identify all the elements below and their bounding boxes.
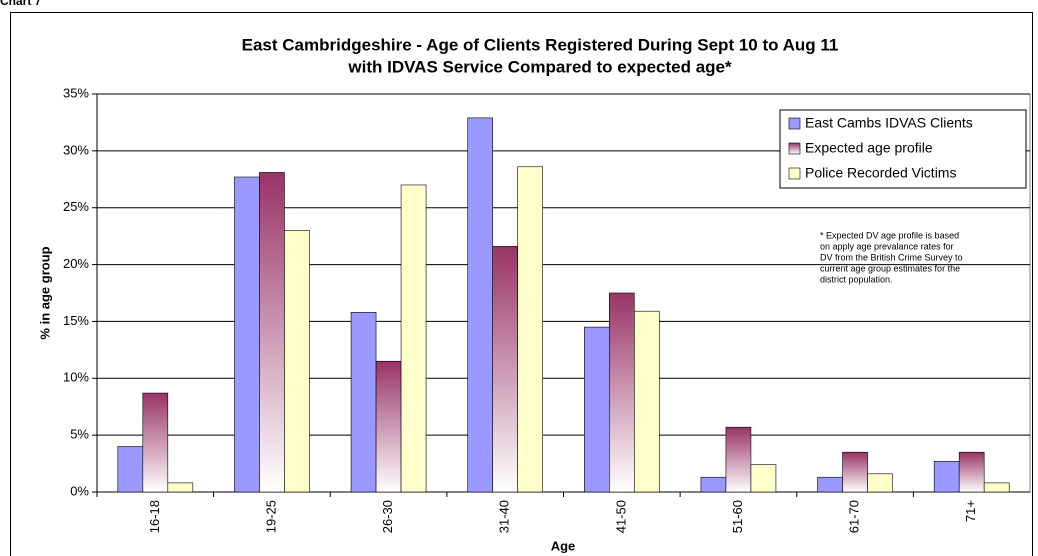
legend-swatch [788, 142, 801, 155]
bar [867, 473, 893, 493]
legend-label: Expected age profile [805, 140, 933, 156]
x-tick-label: 19-25 [263, 500, 278, 533]
bar [517, 166, 543, 493]
y-tick-label: 0% [70, 483, 89, 498]
x-tick-label: 31-40 [497, 500, 512, 533]
legend-swatch [788, 167, 801, 180]
chart-title: with IDVAS Service Compared to expected … [347, 57, 732, 76]
bar [467, 117, 493, 493]
bar [842, 451, 868, 493]
bar [983, 482, 1010, 493]
legend-swatch [788, 117, 801, 130]
y-tick-label: 20% [63, 256, 89, 271]
y-axis-label: % in age group [37, 246, 52, 339]
page-label: Chart 7 [0, 0, 42, 8]
y-tick-label: 35% [63, 85, 89, 100]
legend-label: East Cambs IDVAS Clients [805, 115, 973, 131]
bar [750, 464, 777, 493]
x-tick-label: 71+ [963, 500, 978, 522]
y-tick-label: 25% [63, 199, 89, 214]
bar [284, 230, 310, 493]
y-tick-label: 10% [63, 370, 89, 385]
bar [117, 446, 144, 493]
legend-label: Police Recorded Victims [805, 165, 956, 181]
bar [142, 392, 169, 493]
note: district population. [820, 274, 893, 284]
x-tick-label: 61-70 [847, 500, 862, 533]
chart-title: East Cambridgeshire - Age of Clients Reg… [242, 35, 839, 54]
y-tick-label: 30% [63, 142, 89, 157]
bar [259, 172, 285, 493]
x-axis-label: Age [551, 538, 576, 553]
y-tick-label: 5% [70, 427, 89, 442]
bar [350, 312, 377, 493]
bar [234, 176, 260, 493]
x-tick-label: 16-18 [147, 500, 162, 533]
note: DV from the British Crime Survey to [820, 252, 963, 262]
bar [167, 482, 194, 493]
note: * Expected DV age profile is based [820, 230, 959, 240]
x-tick-label: 41-50 [613, 500, 628, 533]
bar [634, 310, 660, 493]
note: on apply age prevalance rates for [820, 241, 954, 251]
legend-box [779, 109, 1027, 189]
bar [817, 476, 843, 493]
bar [933, 460, 960, 493]
bar [725, 426, 752, 493]
bar [700, 476, 727, 493]
bar [609, 292, 635, 493]
bar [400, 184, 427, 493]
bar [958, 451, 985, 493]
y-tick-label: 15% [63, 313, 89, 328]
bar [492, 246, 518, 493]
bar [375, 360, 402, 493]
x-tick-label: 26-30 [380, 500, 395, 533]
bar [584, 326, 610, 493]
x-tick-label: 51-60 [730, 500, 745, 533]
note: current age group estimates for the [820, 263, 960, 273]
